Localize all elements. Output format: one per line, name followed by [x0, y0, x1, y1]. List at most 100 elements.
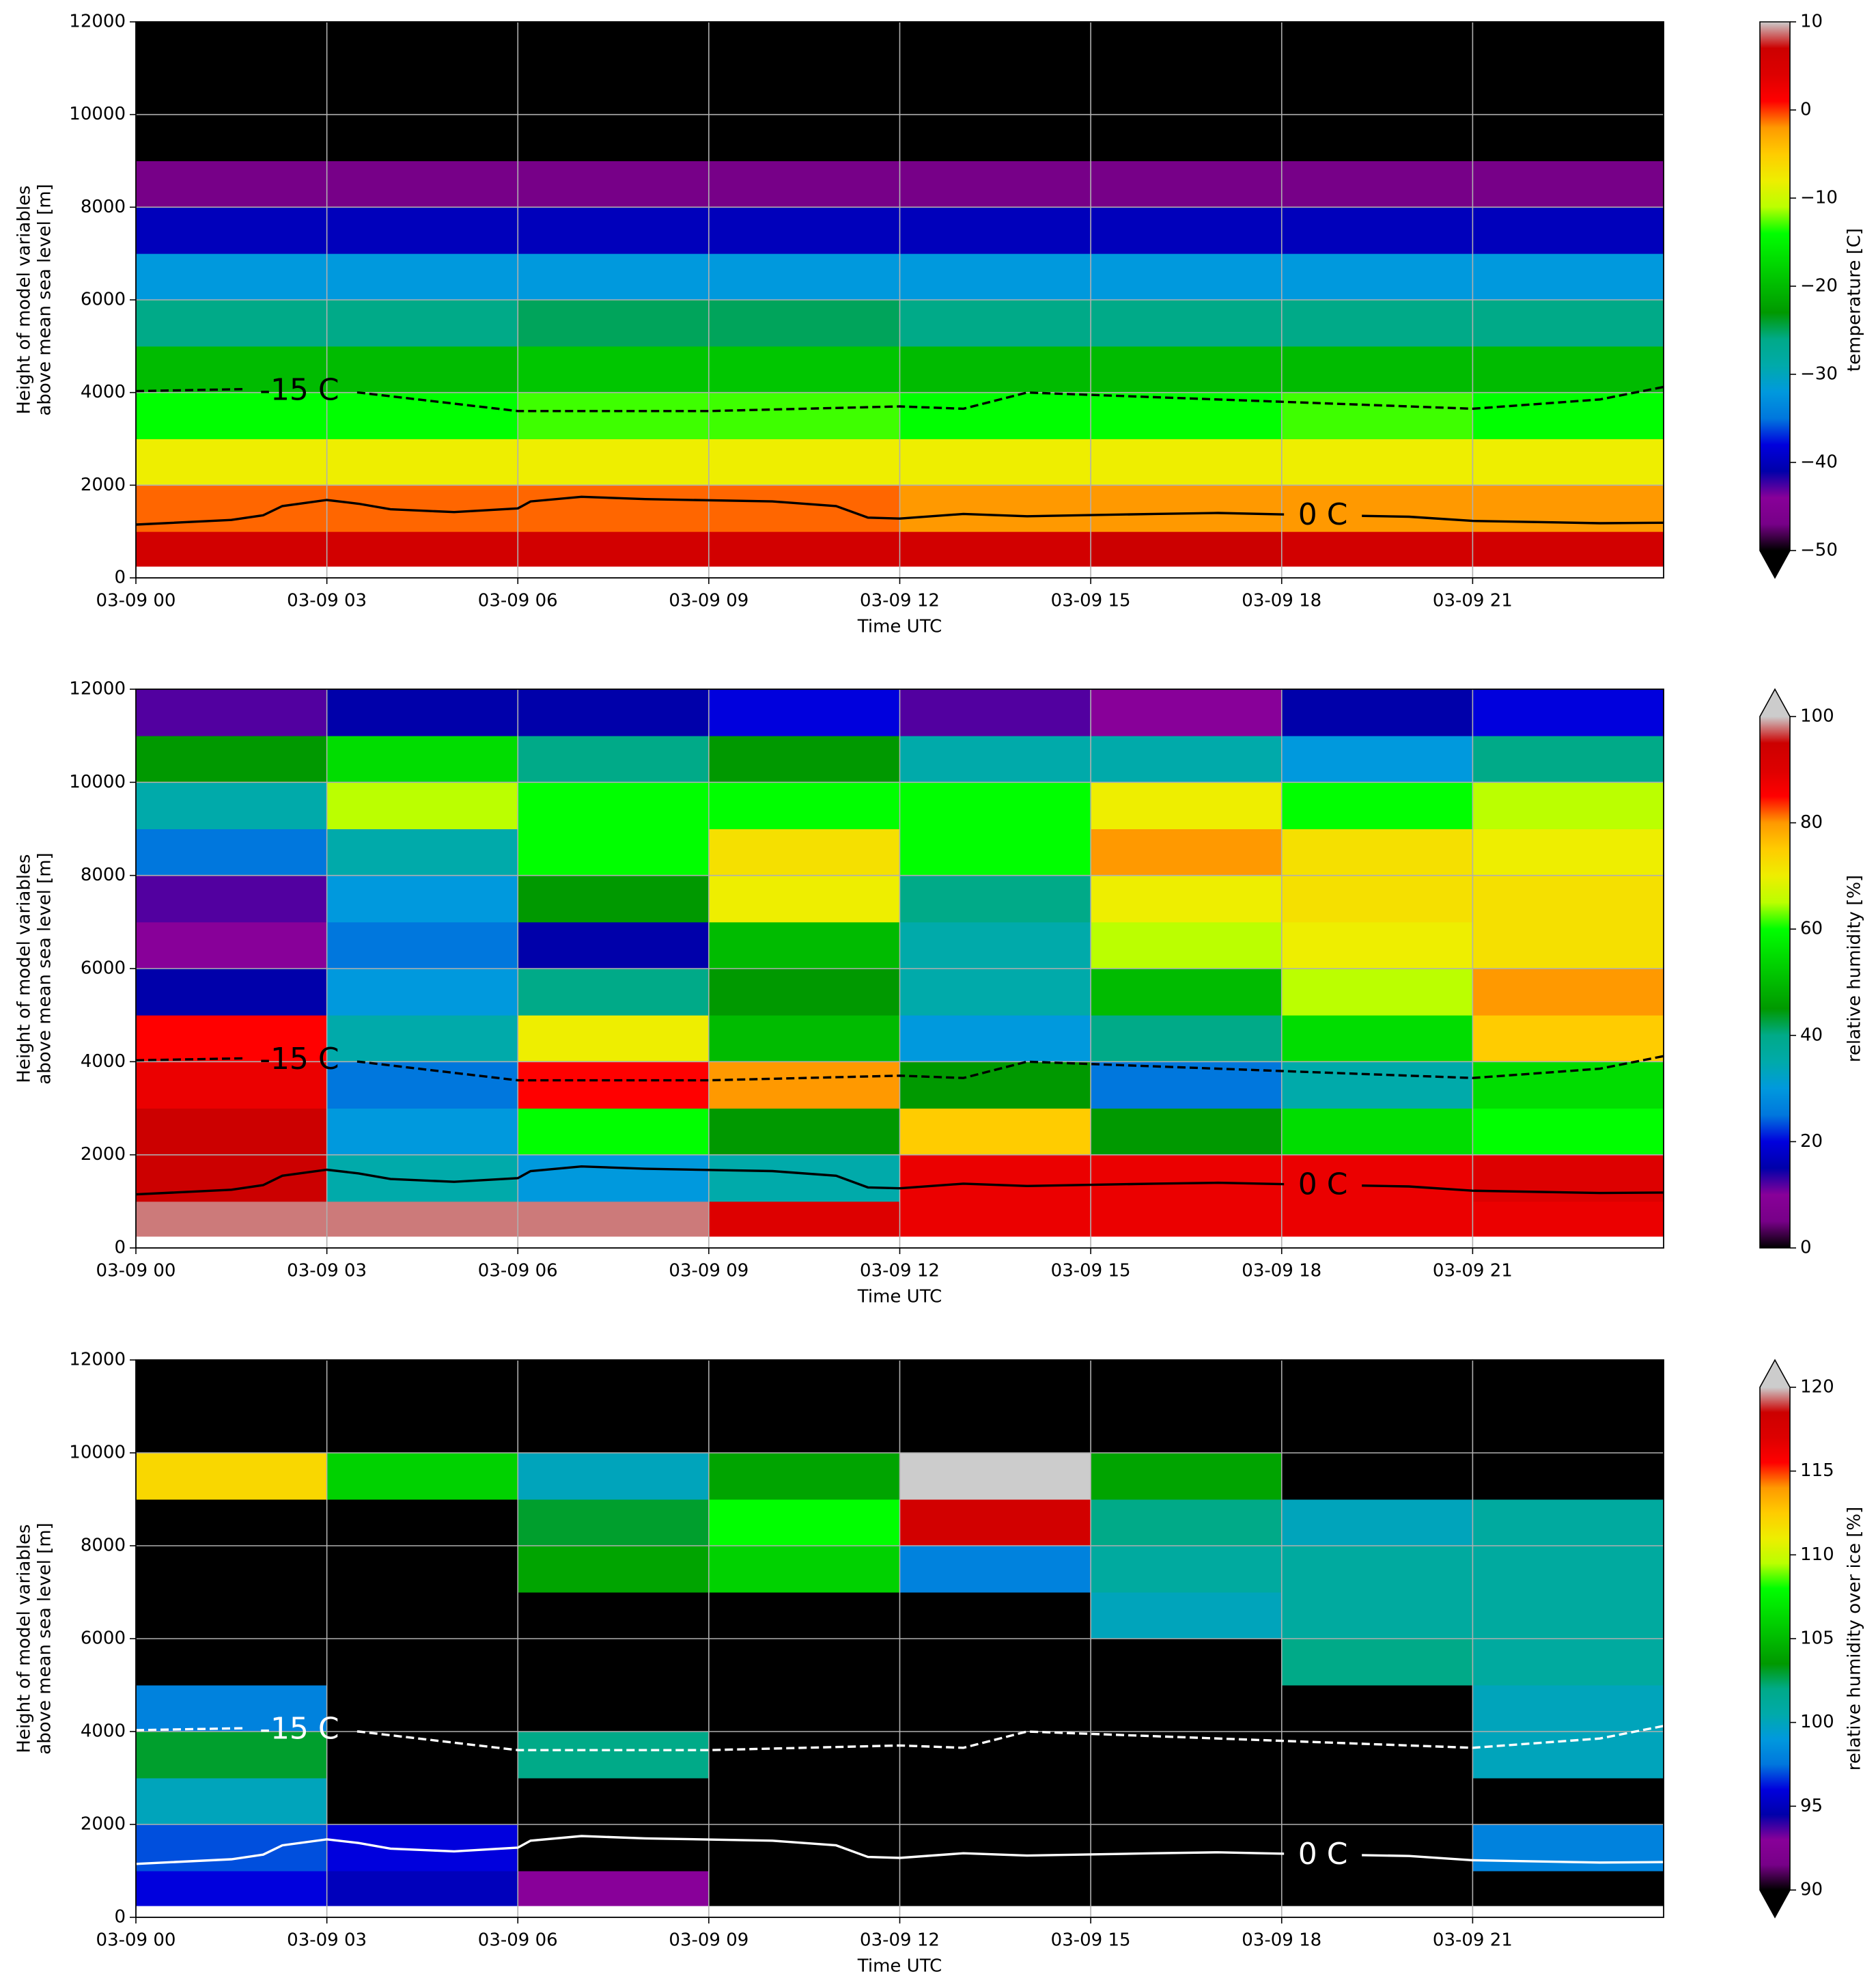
heatmap-cell: [708, 253, 900, 301]
heatmap-cell: [136, 392, 328, 439]
heatmap-cell: [136, 1871, 328, 1906]
heatmap-cell: [136, 1639, 328, 1686]
heatmap-cell: [899, 161, 1091, 208]
y-axis-label: above mean sea level [m]: [35, 184, 55, 415]
y-tick-label: 6000: [81, 1628, 126, 1649]
heatmap-cell: [1091, 875, 1283, 923]
y-axis-label: above mean sea level [m]: [35, 852, 55, 1084]
heatmap-cell: [708, 1108, 900, 1156]
heatmap-cell: [136, 829, 328, 876]
heatmap-cell: [1281, 1639, 1473, 1686]
heatmap-cell: [899, 921, 1091, 969]
heatmap-cell: [136, 1685, 328, 1732]
heatmap-cell: [1091, 1639, 1283, 1686]
heatmap-cell: [326, 485, 518, 532]
contour-label: -15 C: [260, 1042, 339, 1076]
heatmap-cell: [326, 439, 518, 486]
heatmap-cell: [136, 1108, 328, 1156]
heatmap-cell: [518, 1201, 710, 1237]
heatmap-cell: [1472, 531, 1664, 567]
heatmap-cell: [1472, 921, 1664, 969]
y-tick-label: 6000: [81, 290, 126, 310]
heatmap-cell: [1281, 1824, 1473, 1872]
y-tick-label: 4000: [81, 382, 126, 402]
heatmap-cell: [1472, 829, 1664, 876]
heatmap-cell: [899, 1360, 1091, 1407]
heatmap-cell: [1472, 253, 1664, 301]
heatmap-cell: [518, 1499, 710, 1546]
heatmap-cell: [1091, 1154, 1283, 1202]
y-tick-label: 12000: [69, 12, 126, 32]
heatmap-cell: [708, 782, 900, 829]
heatmap-cell: [899, 253, 1091, 301]
heatmap-cell: [1281, 1592, 1473, 1639]
heatmap-cell: [518, 1406, 710, 1454]
heatmap-cell: [1472, 1871, 1664, 1906]
colorbar: [1760, 22, 1790, 551]
x-axis-label: Time UTC: [857, 1956, 942, 1977]
colorbar-tick-label: 10: [1800, 12, 1823, 32]
heatmap-cell: [518, 253, 710, 301]
heatmap-cell: [1472, 1360, 1664, 1407]
colorbar-label: relative humidity over ice [%]: [1845, 1507, 1865, 1770]
x-tick-label: 03-09 03: [287, 1261, 367, 1281]
heatmap-cell: [1281, 22, 1473, 69]
heatmap-cell: [708, 531, 900, 567]
colorbar-tick-label: −50: [1800, 540, 1838, 561]
heatmap-cell: [1472, 1546, 1664, 1593]
y-axis-label: Height of model variables: [14, 854, 35, 1083]
heatmap-cell: [1091, 346, 1283, 393]
heatmap-cell: [1091, 1108, 1283, 1156]
heatmap-cell: [1472, 68, 1664, 115]
y-tick-label: 2000: [81, 475, 126, 495]
heatmap-cell: [518, 1685, 710, 1732]
heatmap-cell: [1281, 1778, 1473, 1825]
y-tick-label: 10000: [69, 104, 126, 124]
contour-line: [135, 1165, 1664, 1196]
heatmap-cell: [708, 1778, 900, 1825]
heatmap-cell: [1281, 1732, 1473, 1779]
heatmap-cell: [518, 114, 710, 161]
heatmap-cell: [1091, 1546, 1283, 1593]
heatmap-cell: [326, 253, 518, 301]
heatmap-cell: [708, 921, 900, 969]
heatmap-cell: [518, 1592, 710, 1639]
heatmap-cell: [1472, 875, 1664, 923]
colorbar-tick-label: −40: [1800, 452, 1838, 473]
heatmap-cell: [326, 689, 518, 736]
heatmap-cell: [899, 485, 1091, 532]
x-tick-label: 03-09 00: [96, 591, 176, 611]
heatmap-cell: [708, 300, 900, 347]
heatmap-cell: [1281, 253, 1473, 301]
heatmap-cell: [518, 161, 710, 208]
heatmap-cell: [518, 1154, 710, 1202]
heatmap-cell: [1281, 1871, 1473, 1906]
heatmap-cell: [326, 1824, 518, 1872]
heatmap-cell: [899, 969, 1091, 1016]
heatmap-cell: [1472, 485, 1664, 532]
x-tick-label: 03-09 09: [669, 1930, 748, 1951]
heatmap-cell: [518, 346, 710, 393]
heatmap-cell: [518, 207, 710, 254]
heatmap-cell: [708, 1201, 900, 1237]
heatmap-cell: [708, 207, 900, 254]
heatmap-cell: [899, 1592, 1091, 1639]
heatmap-cell: [518, 1453, 710, 1500]
heatmap-cell: [1281, 346, 1473, 393]
heatmap-cell: [708, 1154, 900, 1202]
heatmap-cell: [326, 969, 518, 1016]
heatmap-cell: [1472, 1061, 1664, 1109]
x-tick-label: 03-09 15: [1051, 1930, 1131, 1951]
heatmap-cell: [1091, 207, 1283, 254]
heatmap-cell: [1281, 1499, 1473, 1546]
heatmap-cell: [326, 1499, 518, 1546]
heatmap-cell: [1091, 736, 1283, 783]
colorbar-frame: [1759, 688, 1791, 1249]
heatmap-cell: [136, 1453, 328, 1500]
x-tick-label: 03-09 06: [478, 591, 558, 611]
x-tick-label: 03-09 06: [478, 1930, 558, 1951]
colorbar-tick-label: −10: [1800, 188, 1838, 208]
colorbar-tick-label: −30: [1800, 364, 1838, 385]
heatmap-cell: [1281, 1453, 1473, 1500]
heatmap-cell: [136, 1499, 328, 1546]
